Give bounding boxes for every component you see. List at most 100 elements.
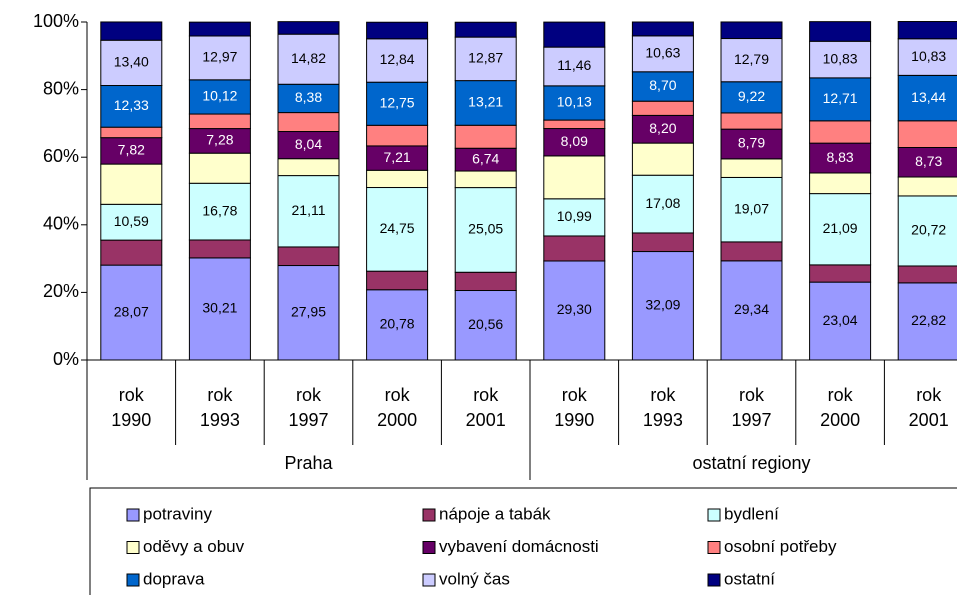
bar-segment (454, 21, 517, 38)
x-tick-label: rok (650, 385, 676, 405)
x-tick-label: 1997 (288, 410, 328, 430)
bar-segment (277, 83, 340, 114)
bar-segment (543, 128, 606, 157)
y-tick-label: 80% (43, 78, 79, 98)
data-label: 8,83 (826, 149, 853, 165)
data-label: 8,73 (915, 153, 942, 169)
data-label: 12,75 (380, 94, 415, 110)
bar-segment (454, 271, 517, 292)
data-label: 22,82 (911, 312, 946, 328)
bar-segment (454, 124, 517, 149)
bar-segment (188, 128, 251, 154)
x-tick-label: rok (296, 385, 322, 405)
bar-segment (543, 198, 606, 237)
bar-segment (631, 71, 694, 102)
data-label: 20,56 (468, 316, 503, 332)
bar-segment (188, 35, 251, 81)
data-label: 24,75 (380, 220, 415, 236)
bar-segment (720, 158, 783, 178)
bar-segment (100, 239, 163, 266)
data-label: 13,40 (114, 54, 149, 70)
legend-label: doprava (143, 569, 205, 588)
bar-segment (809, 142, 872, 174)
legend-swatch (126, 508, 140, 522)
legend-label: ostatní (724, 569, 775, 588)
x-tick-label: rok (562, 385, 588, 405)
bar-segment (543, 85, 606, 121)
legend-swatch (707, 573, 721, 587)
data-label: 19,07 (734, 200, 769, 216)
bar-segment (631, 174, 694, 234)
bar-segment (543, 155, 606, 200)
legend-swatch (126, 573, 140, 587)
bar-segment (277, 246, 340, 267)
data-label: 12,71 (823, 90, 858, 106)
x-tick-label: rok (119, 385, 145, 405)
bar-segment (366, 169, 429, 189)
y-tick-label: 40% (43, 214, 79, 234)
legend-label: oděvy a obuv (143, 537, 245, 556)
bar-segment (809, 120, 872, 144)
legend-swatch (126, 541, 140, 554)
x-tick-label: 1993 (200, 410, 240, 430)
bar-segment (809, 264, 872, 283)
bar-segment (543, 46, 606, 87)
data-label: 13,44 (911, 89, 946, 105)
legend-label: bydlení (724, 504, 779, 523)
bar-segment (277, 112, 340, 133)
data-label: 20,72 (911, 222, 946, 238)
legend-swatch (707, 508, 721, 522)
data-label: 32,09 (645, 296, 680, 312)
bar-segment (188, 21, 251, 37)
data-label: 12,97 (202, 49, 237, 65)
bar-segment (366, 38, 429, 83)
bar-segment (720, 21, 783, 40)
bar-segment (100, 203, 163, 241)
bar-segment (631, 100, 694, 116)
bar-segment (720, 241, 783, 262)
bar-segment (277, 21, 340, 35)
legend-label: potraviny (143, 504, 212, 523)
bar-segment (188, 182, 251, 241)
bar-segment (809, 77, 872, 122)
bar-segment (631, 232, 694, 253)
legend (89, 487, 957, 595)
x-tick-label: 1993 (643, 410, 683, 430)
y-tick-label: 60% (43, 146, 79, 166)
bar-segment (720, 81, 783, 114)
data-label: 10,59 (114, 213, 149, 229)
data-label: 10,83 (911, 48, 946, 64)
bar-segment (188, 152, 251, 184)
x-tick-label: rok (385, 385, 411, 405)
bar-segment (188, 113, 251, 130)
y-tick-label: 0% (53, 349, 79, 369)
bar-segment (366, 21, 429, 40)
bar-segment (631, 142, 694, 176)
data-label: 21,11 (292, 202, 326, 218)
data-label: 12,79 (734, 51, 769, 67)
legend-swatch (422, 541, 436, 554)
bar-segment (454, 290, 517, 361)
bar-segment (188, 257, 251, 361)
bar-segment (366, 270, 429, 291)
x-tick-label: rok (916, 385, 942, 405)
bar-segment (720, 128, 783, 160)
x-tick-label: rok (207, 385, 233, 405)
bar-segment (543, 119, 606, 130)
data-label: 12,84 (380, 51, 415, 67)
data-label: 13,21 (468, 94, 503, 110)
bar-segment (809, 21, 872, 42)
data-label: 23,04 (823, 312, 858, 328)
data-label: 8,79 (738, 135, 765, 151)
bar-segment (277, 175, 340, 248)
bar-segment (100, 21, 163, 41)
data-label: 8,70 (649, 77, 676, 93)
bar-segment (100, 137, 163, 165)
bar-segment (809, 172, 872, 195)
bar-segment (277, 158, 340, 177)
bar-segment (277, 265, 340, 361)
data-label: 10,83 (823, 50, 858, 66)
data-label: 8,38 (295, 89, 322, 105)
data-label: 29,30 (557, 301, 592, 317)
data-label: 10,63 (645, 45, 680, 61)
